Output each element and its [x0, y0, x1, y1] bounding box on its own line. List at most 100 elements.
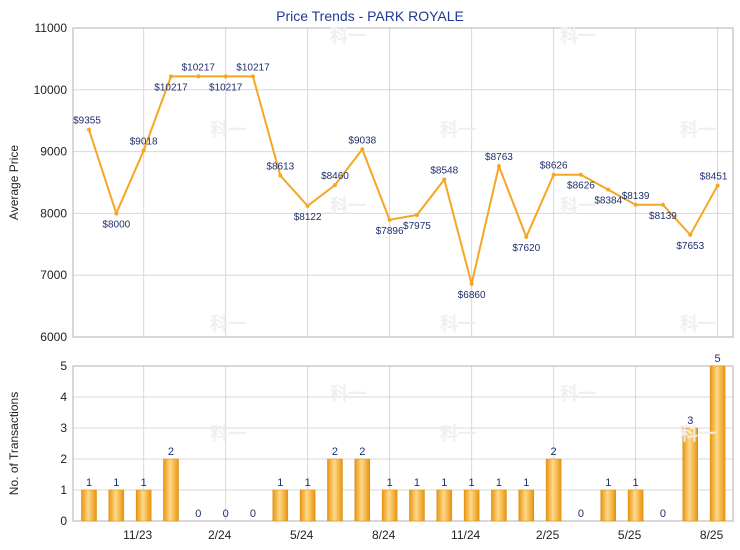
watermark-mark: 科一 [560, 383, 596, 404]
price-point [278, 173, 283, 178]
chart-title: Price Trends - PARK ROYALE [276, 8, 464, 24]
bar-value-label: 1 [387, 477, 393, 489]
price-point [114, 211, 119, 216]
price-point [469, 281, 474, 286]
y-axis-label: Average Price [7, 145, 21, 220]
price-data-label: $7896 [376, 226, 404, 237]
transaction-bar [108, 489, 125, 522]
price-data-label: $8548 [430, 166, 458, 177]
watermark-mark: 科一 [440, 313, 476, 334]
x-tick-label: 11/23 [123, 528, 152, 542]
plot-frame [72, 27, 734, 338]
x-tick-label: 8/24 [372, 528, 396, 542]
bar-value-label: 1 [141, 477, 147, 489]
price-data-label: $6860 [458, 290, 486, 301]
price-data-label: $8626 [567, 181, 595, 192]
price-point [551, 172, 556, 177]
price-point [360, 147, 365, 152]
plot-frame [72, 365, 734, 522]
price-data-label: $10217 [209, 82, 243, 93]
bar-value-label: 0 [195, 508, 201, 520]
price-point [578, 172, 583, 177]
y-tick-label: 5 [60, 359, 67, 373]
y-tick-label: 9000 [40, 145, 67, 159]
price-point [715, 183, 720, 188]
price-panel: 6000 7000 8000 9000 10000 11000 Average Price $… [7, 21, 734, 344]
price-point [606, 187, 611, 192]
y-axis-label: No. of Transactions [7, 392, 21, 495]
price-data-label: $8139 [622, 191, 650, 202]
bar-value-label: 1 [633, 477, 639, 489]
price-point [332, 182, 337, 187]
transaction-bar [545, 458, 562, 522]
watermark-mark: 科一 [560, 195, 596, 216]
watermark-mark: 科一 [210, 119, 246, 140]
price-point [168, 74, 173, 79]
transaction-bar [135, 489, 152, 522]
bar-value-label: 1 [86, 477, 92, 489]
bar-value-label: 2 [168, 446, 174, 458]
y-tick-label: 7000 [40, 268, 67, 282]
transaction-bar [354, 458, 371, 522]
watermark-mark: 科一 [440, 119, 476, 140]
y-tick-label: 6000 [40, 330, 67, 344]
bar-value-label: 3 [687, 415, 693, 427]
transaction-bar [381, 489, 398, 522]
transaction-bar [81, 489, 97, 522]
transaction-bar [600, 489, 617, 522]
price-data-label: $8613 [266, 162, 294, 173]
y-tick-label: 4 [60, 390, 67, 404]
x-tick-label: 8/25 [700, 528, 724, 542]
y-tick-label: 0 [60, 514, 67, 528]
y-tick-label: 10000 [34, 83, 68, 97]
transaction-bar [682, 427, 699, 522]
transaction-bar [327, 458, 343, 522]
price-point [414, 212, 419, 217]
price-data-label: $8626 [540, 161, 568, 172]
price-data-label: $8000 [102, 219, 130, 230]
price-point [387, 217, 392, 222]
bar-value-label: 0 [250, 508, 256, 520]
x-tick-label: 5/25 [618, 528, 642, 542]
bar-value-label: 2 [359, 446, 365, 458]
price-data-label: $10217 [236, 62, 270, 73]
bar-value-label: 2 [551, 446, 557, 458]
watermark-mark: 科一 [330, 195, 366, 216]
y-tick-label: 2 [60, 452, 67, 466]
price-data-label: $7975 [403, 221, 431, 232]
transaction-bar [272, 489, 289, 522]
price-data-label: $7620 [512, 243, 540, 254]
watermark-mark: 科一 [680, 423, 716, 444]
price-point [524, 234, 529, 239]
x-tick-label: 2/24 [208, 528, 232, 542]
transaction-bar [518, 489, 535, 522]
transaction-bar [491, 489, 507, 522]
bar-value-label: 0 [223, 508, 229, 520]
bar-value-label: 1 [496, 477, 502, 489]
price-point [87, 127, 91, 132]
y-tick-label: 11000 [35, 21, 68, 35]
price-data-label: $8451 [700, 172, 728, 183]
bar-value-label: 1 [113, 477, 119, 489]
price-point [496, 164, 501, 169]
price-point [305, 203, 310, 208]
price-data-label: $8122 [294, 212, 322, 223]
price-point [442, 177, 447, 182]
bar-value-label: 1 [605, 477, 611, 489]
watermark-mark: 科一 [330, 383, 366, 404]
bar-value-label: 0 [660, 508, 666, 520]
price-point [196, 74, 201, 79]
y-tick-label: 8000 [40, 206, 67, 220]
price-data-label: $10217 [154, 82, 188, 93]
price-point [250, 74, 255, 79]
price-line [88, 75, 719, 285]
price-point [688, 232, 693, 237]
watermark-mark: 科一 [210, 423, 246, 444]
transactions-panel: 0 1 2 3 4 5 11/23 2/24 5/24 8/24 11/24 2/25 5/25 8/25… [7, 353, 734, 542]
watermark-mark: 科一 [330, 25, 366, 46]
x-tick-label: 5/24 [290, 528, 314, 542]
transaction-bar [627, 489, 644, 522]
transaction-bar [463, 489, 480, 522]
price-data-label: $9355 [73, 116, 101, 127]
price-point [141, 148, 146, 153]
